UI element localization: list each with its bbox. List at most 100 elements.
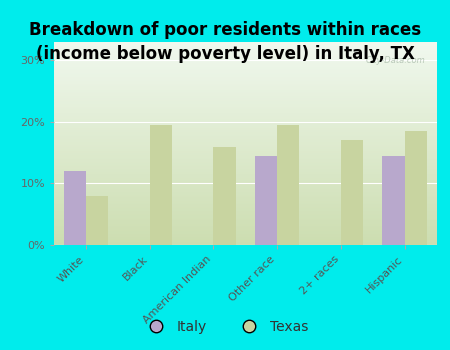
- Bar: [54, 226, 436, 228]
- Bar: [54, 127, 436, 128]
- Bar: [54, 242, 436, 244]
- Bar: [54, 238, 436, 240]
- Bar: [54, 47, 436, 49]
- Bar: [54, 170, 436, 172]
- Bar: [54, 120, 436, 122]
- Text: City-Data.com: City-Data.com: [365, 56, 425, 65]
- Bar: [54, 58, 436, 60]
- Bar: [54, 100, 436, 102]
- Bar: [54, 57, 436, 58]
- Bar: [54, 191, 436, 192]
- Bar: [54, 183, 436, 184]
- Bar: [54, 91, 436, 92]
- Bar: [54, 42, 436, 43]
- Bar: [54, 126, 436, 127]
- Bar: [54, 66, 436, 68]
- Bar: [54, 122, 436, 123]
- Bar: [54, 186, 436, 187]
- Bar: [54, 157, 436, 159]
- Bar: [54, 209, 436, 210]
- Bar: [54, 234, 436, 236]
- Bar: [54, 189, 436, 191]
- Bar: [54, 103, 436, 104]
- Bar: [213, 147, 236, 245]
- Bar: [54, 72, 436, 73]
- Bar: [54, 194, 436, 195]
- Bar: [54, 125, 436, 126]
- Bar: [54, 152, 436, 153]
- Bar: [54, 148, 436, 149]
- Bar: [54, 231, 436, 233]
- Bar: [54, 141, 436, 142]
- Bar: [54, 175, 436, 176]
- Bar: [54, 215, 436, 217]
- Bar: [54, 222, 436, 223]
- Bar: [54, 87, 436, 88]
- Bar: [54, 65, 436, 66]
- Bar: [54, 111, 436, 112]
- Bar: [54, 80, 436, 81]
- Bar: [54, 196, 436, 198]
- Bar: [341, 140, 363, 245]
- Bar: [54, 214, 436, 215]
- Bar: [54, 146, 436, 148]
- Bar: [54, 137, 436, 138]
- Bar: [54, 95, 436, 96]
- Bar: [54, 167, 436, 168]
- Bar: [54, 160, 436, 161]
- Bar: [54, 164, 436, 165]
- Bar: [54, 115, 436, 117]
- Bar: [54, 114, 436, 115]
- Bar: [54, 219, 436, 220]
- Bar: [54, 112, 436, 114]
- Bar: [54, 240, 436, 241]
- Bar: [54, 230, 436, 231]
- Bar: [54, 68, 436, 69]
- Bar: [54, 184, 436, 186]
- Bar: [54, 46, 436, 47]
- Bar: [63, 171, 86, 245]
- Bar: [54, 104, 436, 106]
- Bar: [54, 98, 436, 99]
- Bar: [54, 223, 436, 225]
- Bar: [54, 217, 436, 218]
- Bar: [54, 241, 436, 242]
- Bar: [54, 130, 436, 131]
- Bar: [54, 138, 436, 139]
- Bar: [54, 69, 436, 70]
- Bar: [54, 203, 436, 204]
- Bar: [54, 131, 436, 133]
- Bar: [54, 64, 436, 65]
- Bar: [54, 70, 436, 72]
- Bar: [54, 106, 436, 107]
- Bar: [54, 176, 436, 177]
- Bar: [54, 233, 436, 234]
- Bar: [54, 142, 436, 144]
- Bar: [54, 133, 436, 134]
- Text: Breakdown of poor residents within races
(income below poverty level) in Italy, : Breakdown of poor residents within races…: [29, 21, 421, 63]
- Bar: [54, 211, 436, 212]
- Bar: [54, 117, 436, 118]
- Bar: [54, 212, 436, 214]
- Bar: [54, 244, 436, 245]
- Bar: [54, 50, 436, 51]
- Bar: [54, 161, 436, 162]
- Bar: [54, 45, 436, 46]
- Bar: [54, 73, 436, 75]
- Bar: [86, 196, 108, 245]
- Bar: [54, 43, 436, 45]
- Bar: [54, 159, 436, 160]
- Bar: [382, 156, 405, 245]
- Bar: [54, 93, 436, 95]
- Bar: [54, 107, 436, 108]
- Bar: [277, 125, 299, 245]
- Bar: [54, 139, 436, 141]
- Bar: [54, 135, 436, 137]
- Bar: [54, 180, 436, 181]
- Bar: [54, 99, 436, 100]
- Bar: [54, 218, 436, 219]
- Bar: [54, 168, 436, 169]
- Bar: [54, 173, 436, 175]
- Bar: [54, 169, 436, 170]
- Bar: [54, 110, 436, 111]
